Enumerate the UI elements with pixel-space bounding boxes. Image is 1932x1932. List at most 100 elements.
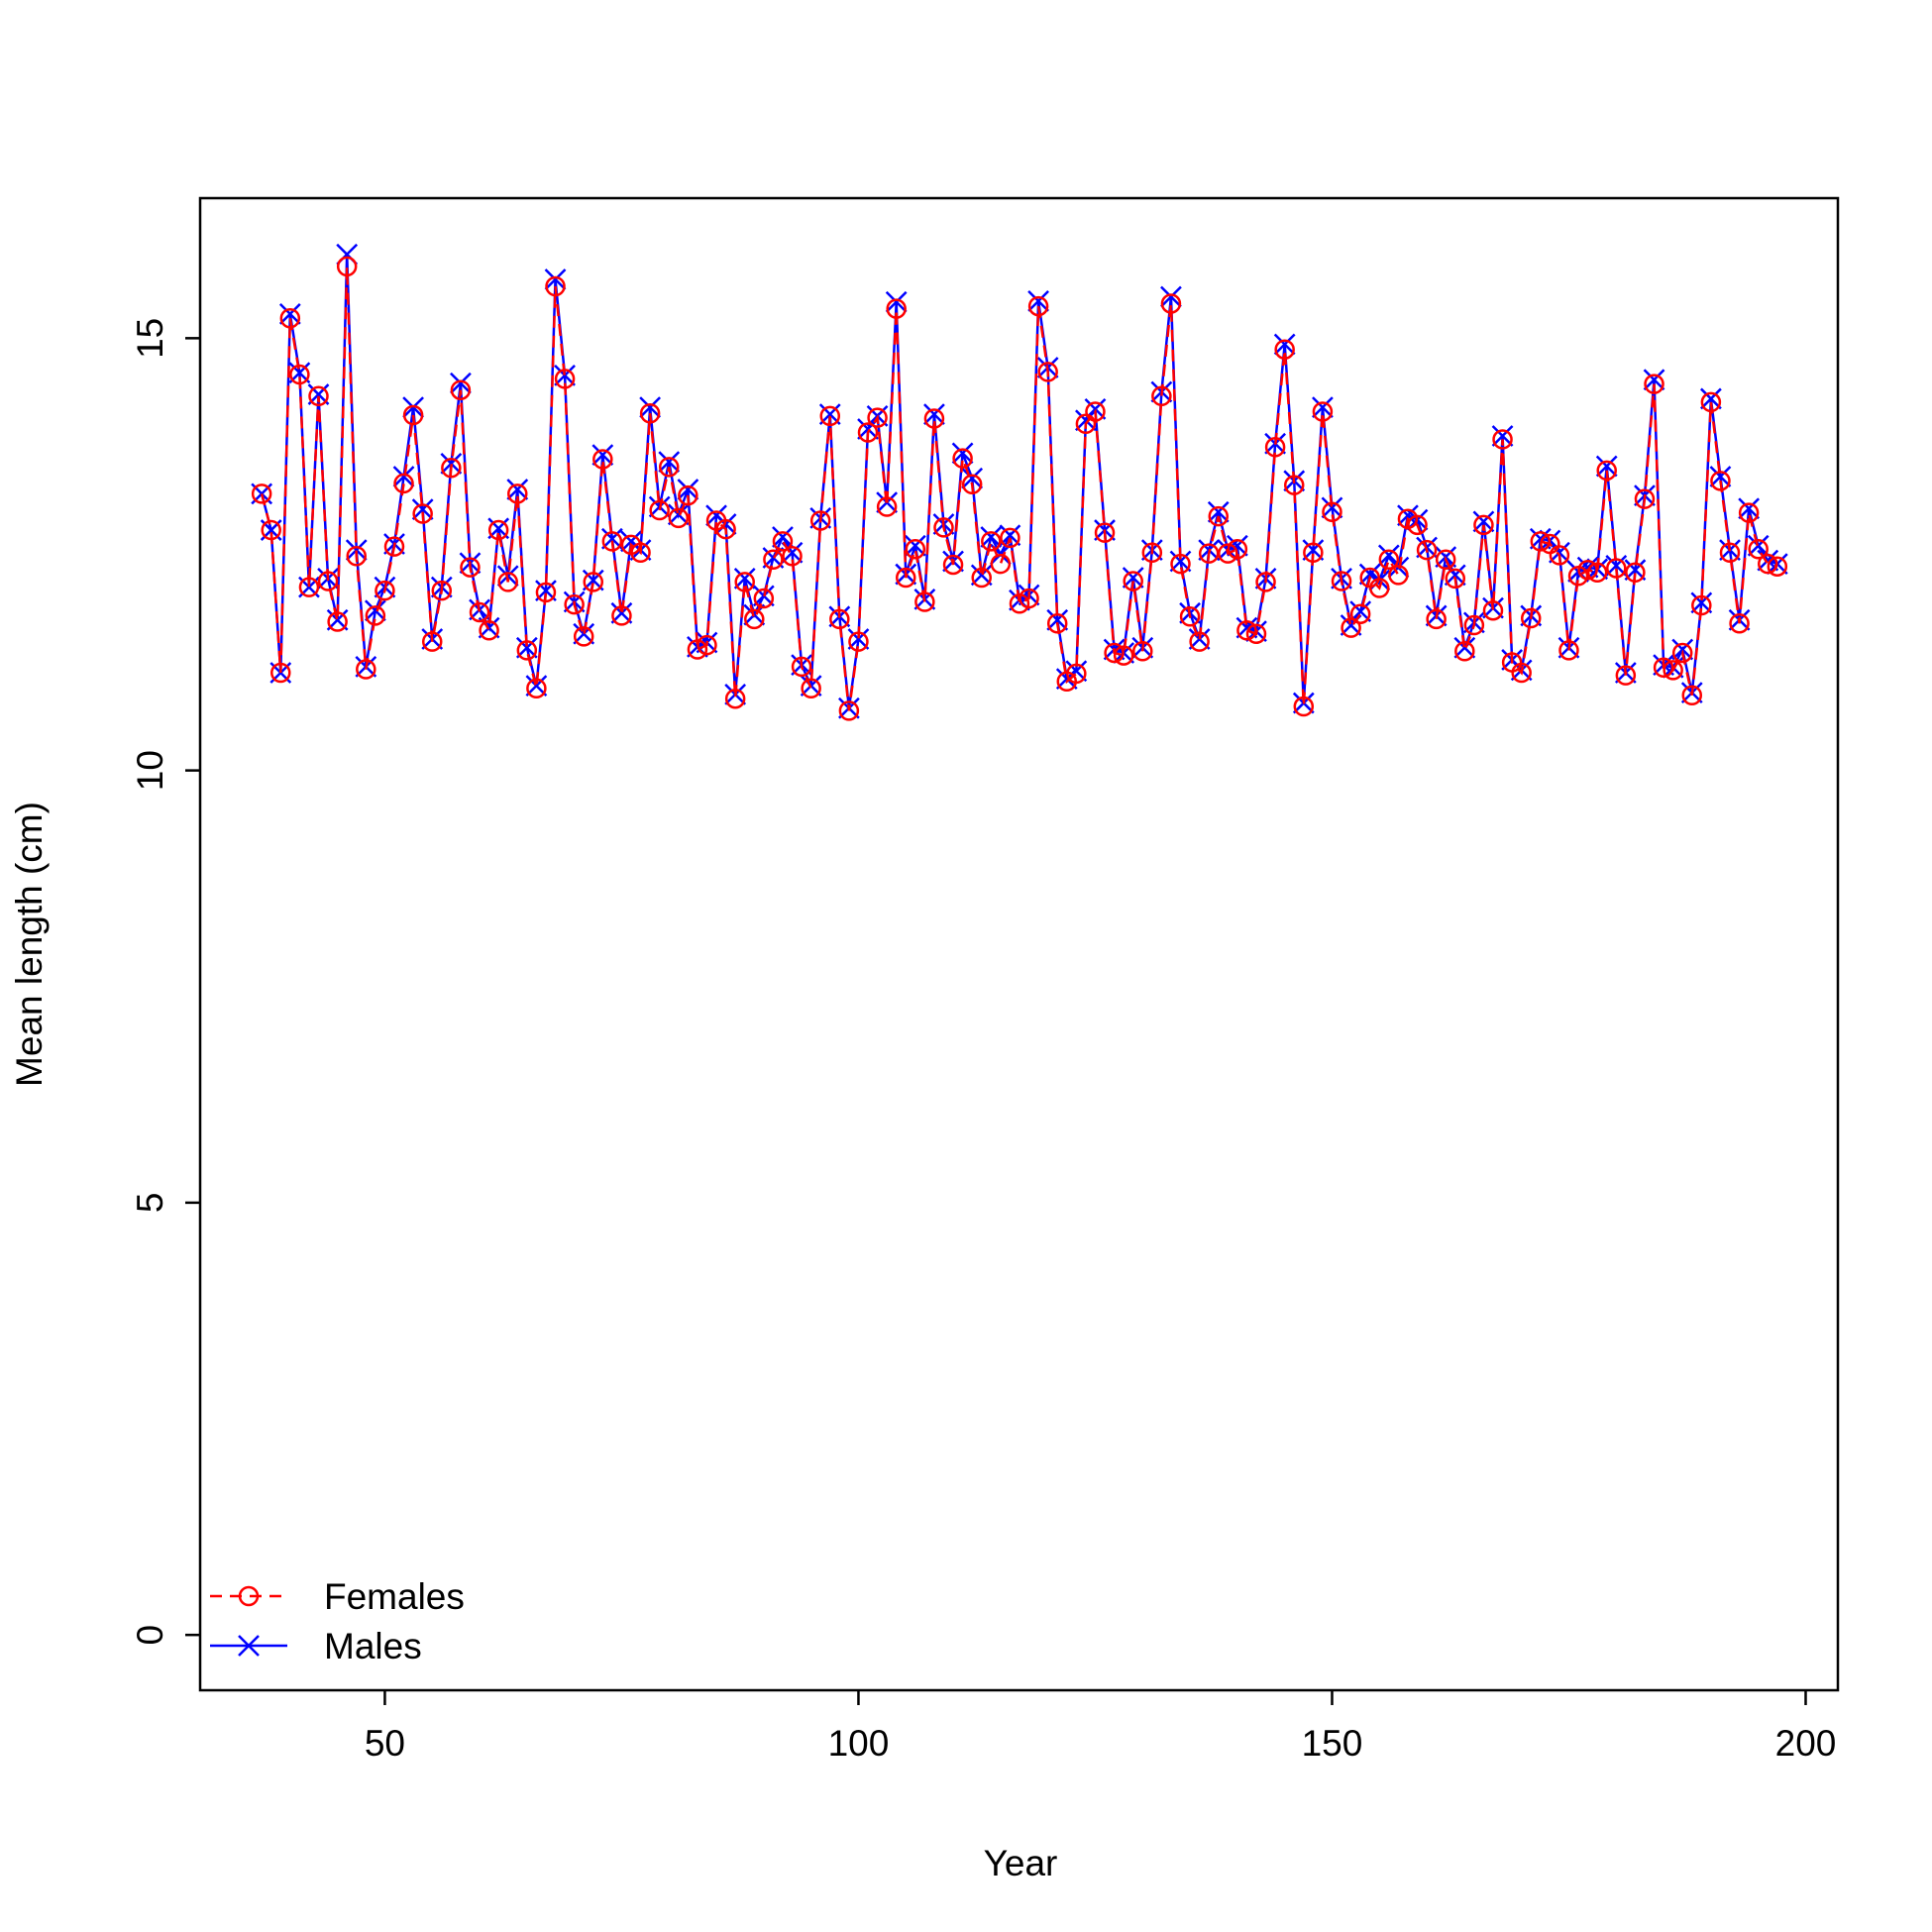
x-tick-label: 150 bbox=[1302, 1723, 1363, 1764]
point bbox=[1596, 460, 1617, 482]
point bbox=[440, 452, 463, 475]
point bbox=[516, 640, 538, 661]
point bbox=[544, 268, 567, 290]
plot-frame bbox=[198, 196, 1840, 1692]
point bbox=[1491, 425, 1514, 447]
point bbox=[554, 364, 576, 386]
point bbox=[667, 503, 690, 526]
point bbox=[791, 656, 812, 678]
point bbox=[1615, 665, 1637, 686]
point bbox=[497, 572, 518, 592]
point bbox=[933, 517, 954, 538]
point bbox=[402, 404, 424, 426]
point bbox=[1207, 500, 1230, 523]
point bbox=[942, 554, 964, 576]
point bbox=[1208, 505, 1229, 527]
point bbox=[639, 396, 662, 419]
point bbox=[1274, 339, 1295, 360]
series bbox=[251, 243, 1788, 719]
point bbox=[1312, 396, 1334, 419]
y-tick-label: 0 bbox=[130, 1625, 170, 1646]
point bbox=[1019, 588, 1039, 609]
point bbox=[450, 379, 472, 400]
point bbox=[801, 678, 821, 698]
point bbox=[393, 473, 414, 494]
point bbox=[819, 405, 841, 427]
y-tick-label: 5 bbox=[130, 1193, 170, 1214]
point bbox=[1236, 620, 1257, 641]
point bbox=[914, 591, 935, 612]
point bbox=[1113, 645, 1134, 666]
point bbox=[1710, 471, 1731, 491]
x-axis-label: Year bbox=[984, 1843, 1058, 1883]
point bbox=[1378, 549, 1400, 570]
point bbox=[345, 539, 368, 562]
point bbox=[733, 568, 756, 590]
point bbox=[487, 519, 509, 541]
point bbox=[1663, 660, 1683, 681]
point bbox=[421, 631, 443, 652]
point bbox=[961, 467, 984, 489]
point bbox=[375, 580, 395, 601]
legend-label: Males bbox=[324, 1626, 422, 1666]
y-tick-label: 15 bbox=[130, 318, 170, 359]
point bbox=[1264, 437, 1286, 458]
point bbox=[1179, 606, 1201, 627]
point bbox=[886, 298, 907, 319]
point bbox=[1758, 553, 1778, 575]
point bbox=[782, 545, 803, 567]
point bbox=[1349, 603, 1371, 624]
point bbox=[1170, 553, 1191, 575]
point bbox=[923, 408, 945, 429]
point bbox=[364, 599, 386, 622]
y-axis-label: Mean length (cm) bbox=[9, 802, 50, 1087]
point bbox=[1303, 542, 1324, 563]
point bbox=[1151, 385, 1172, 407]
point bbox=[383, 536, 405, 557]
x-tick-label: 50 bbox=[365, 1723, 405, 1764]
point bbox=[431, 580, 453, 601]
point bbox=[1141, 542, 1163, 563]
point bbox=[1549, 545, 1570, 566]
point bbox=[876, 496, 898, 517]
x-tick-label: 200 bbox=[1775, 1723, 1837, 1764]
point bbox=[1463, 614, 1485, 636]
legend-label: Females bbox=[324, 1576, 465, 1617]
point bbox=[564, 593, 585, 615]
point bbox=[1586, 562, 1608, 584]
point bbox=[506, 479, 529, 500]
point bbox=[479, 620, 499, 641]
point bbox=[1577, 559, 1598, 581]
point bbox=[658, 457, 680, 478]
point bbox=[460, 557, 481, 578]
point bbox=[251, 483, 272, 504]
point bbox=[1738, 497, 1761, 520]
point bbox=[658, 451, 681, 474]
point bbox=[545, 275, 566, 297]
series bbox=[251, 256, 1788, 721]
point bbox=[356, 659, 376, 680]
point bbox=[1606, 558, 1627, 579]
point bbox=[583, 572, 604, 592]
point bbox=[885, 290, 908, 313]
point bbox=[450, 372, 472, 394]
point bbox=[1009, 592, 1030, 614]
point bbox=[1595, 455, 1618, 478]
line bbox=[260, 266, 1778, 711]
point bbox=[1454, 640, 1475, 662]
point bbox=[951, 442, 974, 465]
point bbox=[763, 549, 784, 570]
point bbox=[1748, 539, 1769, 560]
point bbox=[1472, 510, 1495, 533]
point bbox=[744, 608, 765, 630]
point bbox=[279, 308, 301, 329]
point bbox=[554, 369, 576, 389]
point bbox=[990, 553, 1012, 575]
point bbox=[1530, 531, 1552, 552]
point bbox=[668, 507, 690, 529]
point bbox=[1644, 374, 1664, 394]
point bbox=[1520, 607, 1542, 629]
point bbox=[1767, 556, 1788, 577]
point bbox=[772, 531, 794, 552]
